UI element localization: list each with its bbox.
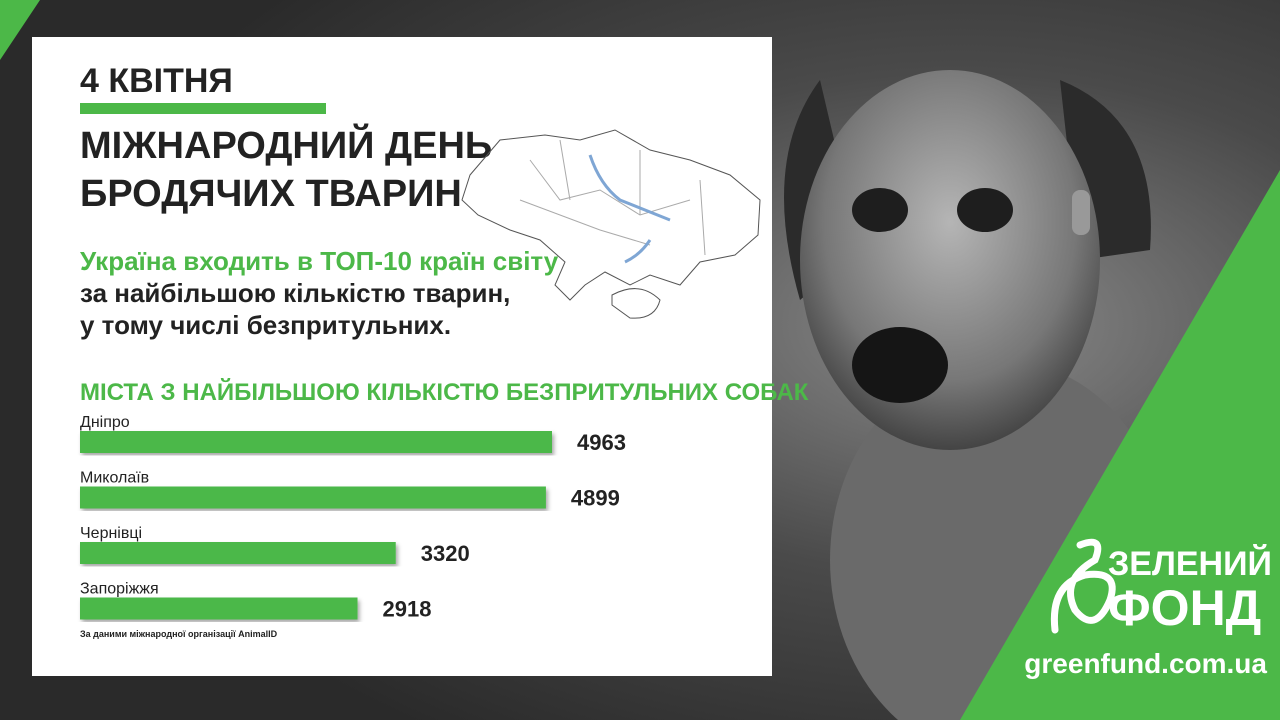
value-label: 4899	[571, 486, 620, 511]
category-label: Запоріжжя	[80, 581, 159, 598]
body-text: у тому числі безпритульних.	[80, 310, 451, 340]
title: МІЖНАРОДНИЙ ДЕНЬ	[80, 122, 492, 167]
logo: ЗЕЛЕНИЙ ФОНД	[1050, 538, 1272, 636]
chart-title: МІСТА З НАЙБІЛЬШОЮ КІЛЬКІСТЮ БЕЗПРИТУЛЬН…	[80, 378, 809, 406]
category-label: Дніпро	[80, 414, 130, 431]
highlight: Україна входить в ТОП-10 країн світу	[80, 246, 559, 276]
logo-text: ФОНД	[1108, 580, 1261, 636]
bar	[80, 431, 552, 453]
category-label: Чернівці	[80, 525, 142, 542]
category-label: Миколаїв	[80, 470, 149, 487]
date: 4 КВІТНЯ	[80, 62, 233, 100]
underline	[80, 103, 326, 114]
bar	[80, 597, 358, 620]
value-label: 3320	[421, 541, 470, 566]
corner-accent	[0, 0, 40, 60]
bar-chart: Дніпро 4963 Миколаїв 4899 Чернівці 3320 Запорі…	[80, 414, 626, 622]
value-label: 2918	[383, 597, 432, 622]
value-label: 4963	[577, 430, 626, 455]
title: БРОДЯЧИХ ТВАРИН	[80, 173, 462, 215]
panel	[32, 37, 772, 676]
bar	[80, 486, 546, 509]
green-triangle	[960, 170, 1280, 720]
bar	[80, 542, 396, 564]
source: За даними міжнародної організації Animal…	[80, 629, 278, 639]
body-text: за найбільшою кількістю тварин,	[80, 278, 510, 308]
logo-text: ЗЕЛЕНИЙ	[1108, 544, 1272, 583]
website: greenfund.com.ua	[1024, 648, 1267, 679]
ukraine-map	[461, 129, 761, 319]
